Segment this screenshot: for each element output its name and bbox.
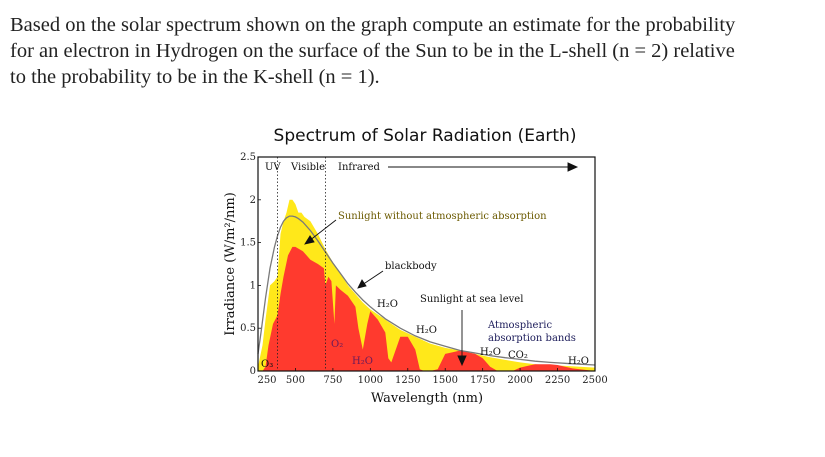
label-bands-1: Atmospheric [487, 320, 552, 331]
label-h2o-c: H₂O [352, 356, 373, 367]
region-label-infrared: Infrared [338, 162, 381, 173]
series-line-blackbody [257, 215, 596, 366]
x-tick-label: 1000 [358, 375, 383, 386]
y-tick-label: 1.5 [240, 238, 256, 249]
y-tick-label: 0 [250, 366, 256, 377]
x-tick-label: 1500 [432, 375, 457, 386]
label-o2: O₂ [331, 339, 343, 350]
label-h2o-a: H₂O [377, 299, 398, 310]
infrared-arrow-head [567, 162, 579, 172]
plot-area [257, 156, 596, 372]
x-tick-label: 500 [286, 375, 305, 386]
x-axis-ticks: 250 500 750 1000 1250 1500 1750 2000 2250 2500 [257, 368, 608, 386]
y-axis-ticks: 0 0.5 1 1.5 2 2.5 [240, 152, 261, 377]
x-tick-label: 250 [257, 375, 276, 386]
region-label-visible: Visible [290, 162, 325, 173]
x-axis-label: Wavelength (nm) [371, 391, 483, 406]
y-tick-label: 0.5 [240, 323, 256, 334]
x-tick-label: 1750 [470, 375, 495, 386]
question-line-2: for an electron in Hydrogen on the surfa… [10, 40, 735, 62]
sea-level-pointer-head [457, 355, 467, 367]
sun-arrow-head [304, 235, 315, 245]
annotation-arrows [304, 162, 579, 367]
label-h2o-e: H₂O [568, 356, 589, 367]
y-tick-label: 2.5 [240, 152, 256, 163]
x-tick-label: 2250 [545, 375, 570, 386]
region-label-uv: UV [265, 162, 281, 173]
label-bands-2: absorption bands [488, 333, 576, 344]
question-line-3: to the probability to be in the K-shell … [10, 66, 380, 88]
y-tick-label: 1 [250, 280, 256, 291]
x-tick-label: 750 [323, 375, 342, 386]
x-tick-label: 2500 [582, 375, 607, 386]
x-tick-label: 1250 [395, 375, 420, 386]
label-h2o-b: H₂O [416, 325, 437, 336]
blackbody-arrow-line [361, 270, 384, 286]
label-h2o-d: H₂O [480, 347, 501, 358]
question-line-1: Based on the solar spectrum shown on the… [10, 14, 736, 36]
label-co2: CO₂ [508, 350, 528, 361]
y-axis-label: Irradiance (W/m²/nm) [223, 192, 238, 336]
series-area-sea-level [262, 246, 595, 371]
plot-frame [257, 156, 596, 372]
question-text: Based on the solar spectrum shown on the… [10, 12, 815, 90]
label-sea-level: Sunlight at sea level [420, 294, 523, 305]
blackbody-arrow-head [357, 279, 367, 289]
x-tick-label: 2000 [507, 375, 532, 386]
label-sun-no-atmosphere: Sunlight without atmospheric absorption [338, 211, 547, 222]
label-blackbody: blackbody [385, 261, 437, 272]
sun-arrow-line [308, 219, 337, 242]
label-o3: O₃ [261, 359, 273, 370]
y-tick-label: 2 [250, 195, 256, 206]
chart-title: Spectrum of Solar Radiation (Earth) [274, 126, 577, 146]
